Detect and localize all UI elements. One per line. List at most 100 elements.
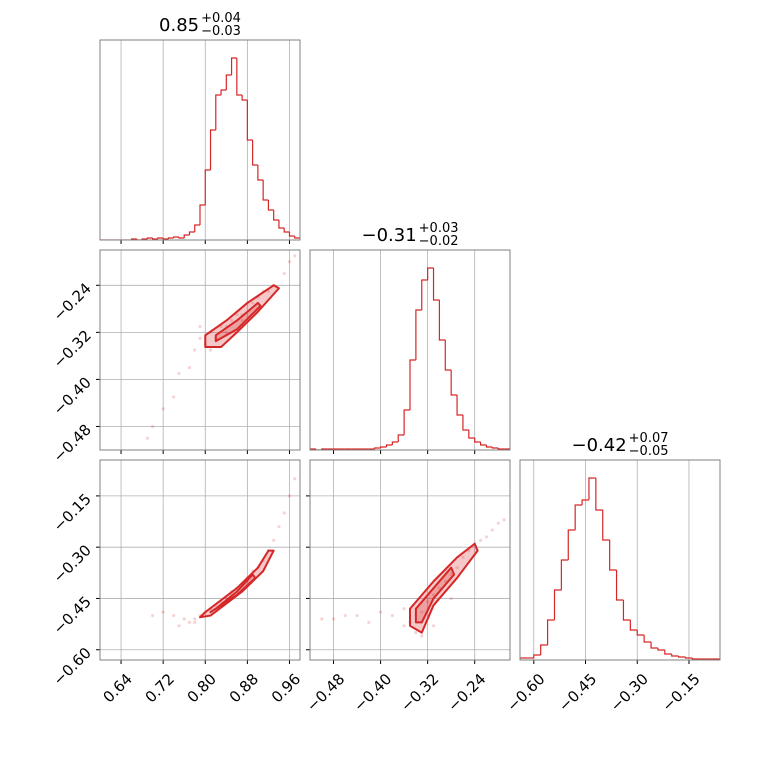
panel-title: 0.85 (159, 15, 199, 36)
title-upper: +0.03 (419, 221, 459, 236)
x-tick-label: 0.80 (184, 670, 220, 706)
histogram-step (546, 619, 555, 645)
sample-point (461, 555, 465, 560)
sample-point (443, 579, 447, 583)
x-tick-label: −0.48 (303, 670, 348, 715)
histogram-step (444, 340, 452, 371)
histogram-step (520, 657, 527, 660)
histogram-step (315, 449, 322, 450)
histogram-step (183, 234, 190, 238)
histogram-step (650, 642, 658, 649)
histogram-step (385, 444, 393, 447)
sample-point (449, 596, 453, 601)
panel: −0.31 +0.03−0.02 (309, 221, 511, 454)
y-tick-label: −0.45 (50, 593, 95, 638)
histogram-step (540, 644, 548, 655)
histogram-step (684, 657, 693, 659)
sample-point (161, 610, 165, 614)
sample-point (496, 521, 500, 525)
histogram-step (450, 370, 458, 396)
histogram-step (157, 237, 164, 239)
histogram-step (427, 267, 434, 280)
x-tick-label: −0.60 (503, 670, 548, 715)
sample-point (484, 535, 489, 539)
sample-point (449, 572, 453, 577)
sample-point (208, 348, 213, 352)
sample-point (426, 600, 430, 604)
sample-point (235, 313, 239, 317)
title-lower: −0.02 (419, 234, 459, 249)
histogram-step (225, 74, 232, 90)
sample-point (455, 566, 459, 570)
histogram-step (504, 448, 510, 450)
histogram-step (162, 238, 169, 240)
histogram-step (622, 600, 631, 621)
histogram-step (188, 231, 195, 235)
sample-point (198, 336, 202, 340)
histogram-step (262, 180, 269, 201)
histogram-step (136, 239, 143, 240)
panel-title: −0.31 (361, 225, 416, 246)
sample-point (490, 528, 494, 532)
plot-area (520, 460, 720, 660)
sample-point (293, 477, 297, 481)
histogram-step (664, 650, 672, 655)
sample-point (272, 538, 276, 542)
histogram-step (491, 447, 499, 449)
histogram-step (657, 648, 665, 651)
panel: −0.48 −0.40 −0.32 −0.24 (303, 459, 511, 715)
sample-point (431, 593, 436, 597)
histogram-step (713, 658, 720, 660)
histogram-step (485, 445, 493, 448)
histogram-step (173, 236, 179, 238)
histogram-step (391, 441, 399, 445)
histogram-step (671, 654, 679, 657)
histogram-step (252, 140, 258, 166)
histogram-step (468, 430, 475, 439)
sample-point (414, 631, 418, 635)
panel-frame (99, 249, 301, 451)
title-upper: +0.04 (201, 11, 241, 26)
x-tick-label: 0.64 (99, 670, 135, 706)
sample-point (355, 613, 359, 618)
panel-frame (99, 39, 301, 241)
histogram-step (609, 540, 617, 571)
histogram-step (595, 478, 603, 511)
panel: 0.64 0.72 0.80 0.88 0.96 −0.15 −0.30 −0.45 −0.60 (50, 459, 304, 706)
sample-point (187, 366, 192, 370)
y-tick-label: −0.15 (50, 490, 95, 535)
histogram-step (629, 620, 638, 631)
density-contour (214, 301, 262, 343)
sample-point (282, 271, 286, 276)
histogram-step (236, 58, 243, 96)
histogram-step (581, 499, 589, 505)
histogram-step (479, 442, 487, 446)
histogram-step (497, 448, 505, 450)
sample-point (151, 613, 155, 618)
sample-point (240, 318, 244, 323)
plot-area (100, 40, 300, 240)
x-tick-label: 0.96 (268, 670, 304, 706)
y-tick-label: −0.60 (50, 644, 95, 689)
sample-point (437, 586, 442, 590)
histogram-step (267, 200, 274, 211)
sample-point (378, 610, 383, 614)
y-tick-label: −0.30 (50, 541, 95, 586)
title-lower: −0.05 (629, 444, 669, 459)
sample-point (177, 371, 181, 376)
sample-point (193, 620, 197, 624)
x-tick-label: −0.15 (658, 670, 703, 715)
sample-point (367, 620, 371, 624)
panel: −0.24−0.32−0.40−0.48 (50, 249, 301, 466)
histogram-step (241, 95, 248, 101)
histogram-step (257, 165, 264, 181)
sample-point (402, 607, 406, 611)
sample-point (145, 436, 149, 440)
sample-point (187, 620, 192, 624)
histogram-step (379, 446, 387, 448)
histogram-step (288, 232, 295, 237)
x-tick-label: −0.24 (444, 670, 489, 715)
histogram-step (273, 210, 279, 221)
y-tick-label: −0.48 (50, 421, 95, 466)
sample-point (287, 260, 292, 264)
